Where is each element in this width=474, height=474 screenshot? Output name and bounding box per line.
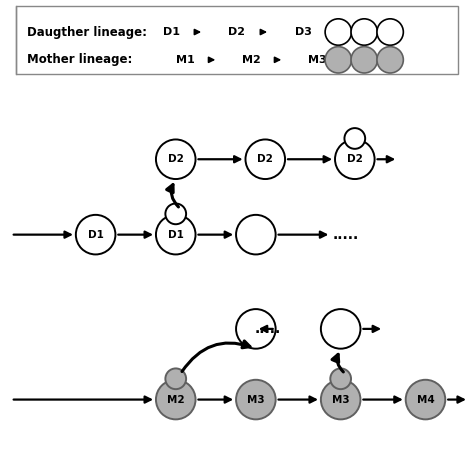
Circle shape (165, 203, 186, 224)
Circle shape (236, 309, 276, 349)
Circle shape (377, 19, 403, 45)
Circle shape (345, 128, 365, 149)
Circle shape (335, 139, 374, 179)
Circle shape (246, 139, 285, 179)
Circle shape (330, 368, 351, 389)
Circle shape (406, 380, 445, 419)
Text: .....: ..... (332, 228, 358, 242)
Text: M3: M3 (308, 55, 327, 65)
Circle shape (321, 309, 360, 349)
Circle shape (165, 368, 186, 389)
Text: Daugther lineage:: Daugther lineage: (27, 26, 147, 38)
Text: M3: M3 (247, 394, 264, 405)
Text: D1: D1 (168, 229, 184, 240)
Circle shape (156, 215, 196, 255)
Text: D2: D2 (168, 154, 184, 164)
Text: D2: D2 (228, 27, 246, 37)
Text: M4: M4 (417, 394, 434, 405)
Text: D1: D1 (88, 229, 104, 240)
Text: M2: M2 (167, 394, 184, 405)
FancyBboxPatch shape (16, 6, 458, 74)
Circle shape (236, 215, 276, 255)
Text: M1: M1 (176, 55, 194, 65)
Text: Mother lineage:: Mother lineage: (27, 53, 133, 66)
Text: D2: D2 (257, 154, 273, 164)
Text: D1: D1 (163, 27, 180, 37)
Circle shape (236, 380, 276, 419)
Text: D3: D3 (294, 27, 311, 37)
Circle shape (156, 139, 196, 179)
Text: .....: ..... (255, 322, 281, 336)
Circle shape (321, 380, 360, 419)
Circle shape (76, 215, 116, 255)
Text: M3: M3 (332, 394, 349, 405)
Text: D2: D2 (347, 154, 363, 164)
Circle shape (351, 19, 377, 45)
Text: M2: M2 (242, 55, 261, 65)
Circle shape (351, 46, 377, 73)
Circle shape (325, 19, 352, 45)
Circle shape (377, 46, 403, 73)
Circle shape (325, 46, 352, 73)
Circle shape (156, 380, 196, 419)
